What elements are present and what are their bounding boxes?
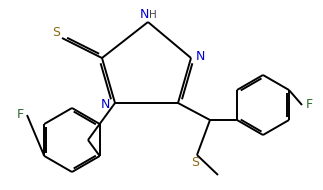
Text: N: N <box>100 97 110 111</box>
Text: N: N <box>195 50 205 63</box>
Text: N: N <box>139 9 149 21</box>
Text: H: H <box>149 10 157 20</box>
Text: S: S <box>191 155 199 169</box>
Text: F: F <box>306 98 313 112</box>
Text: F: F <box>16 108 24 121</box>
Text: S: S <box>52 26 60 40</box>
